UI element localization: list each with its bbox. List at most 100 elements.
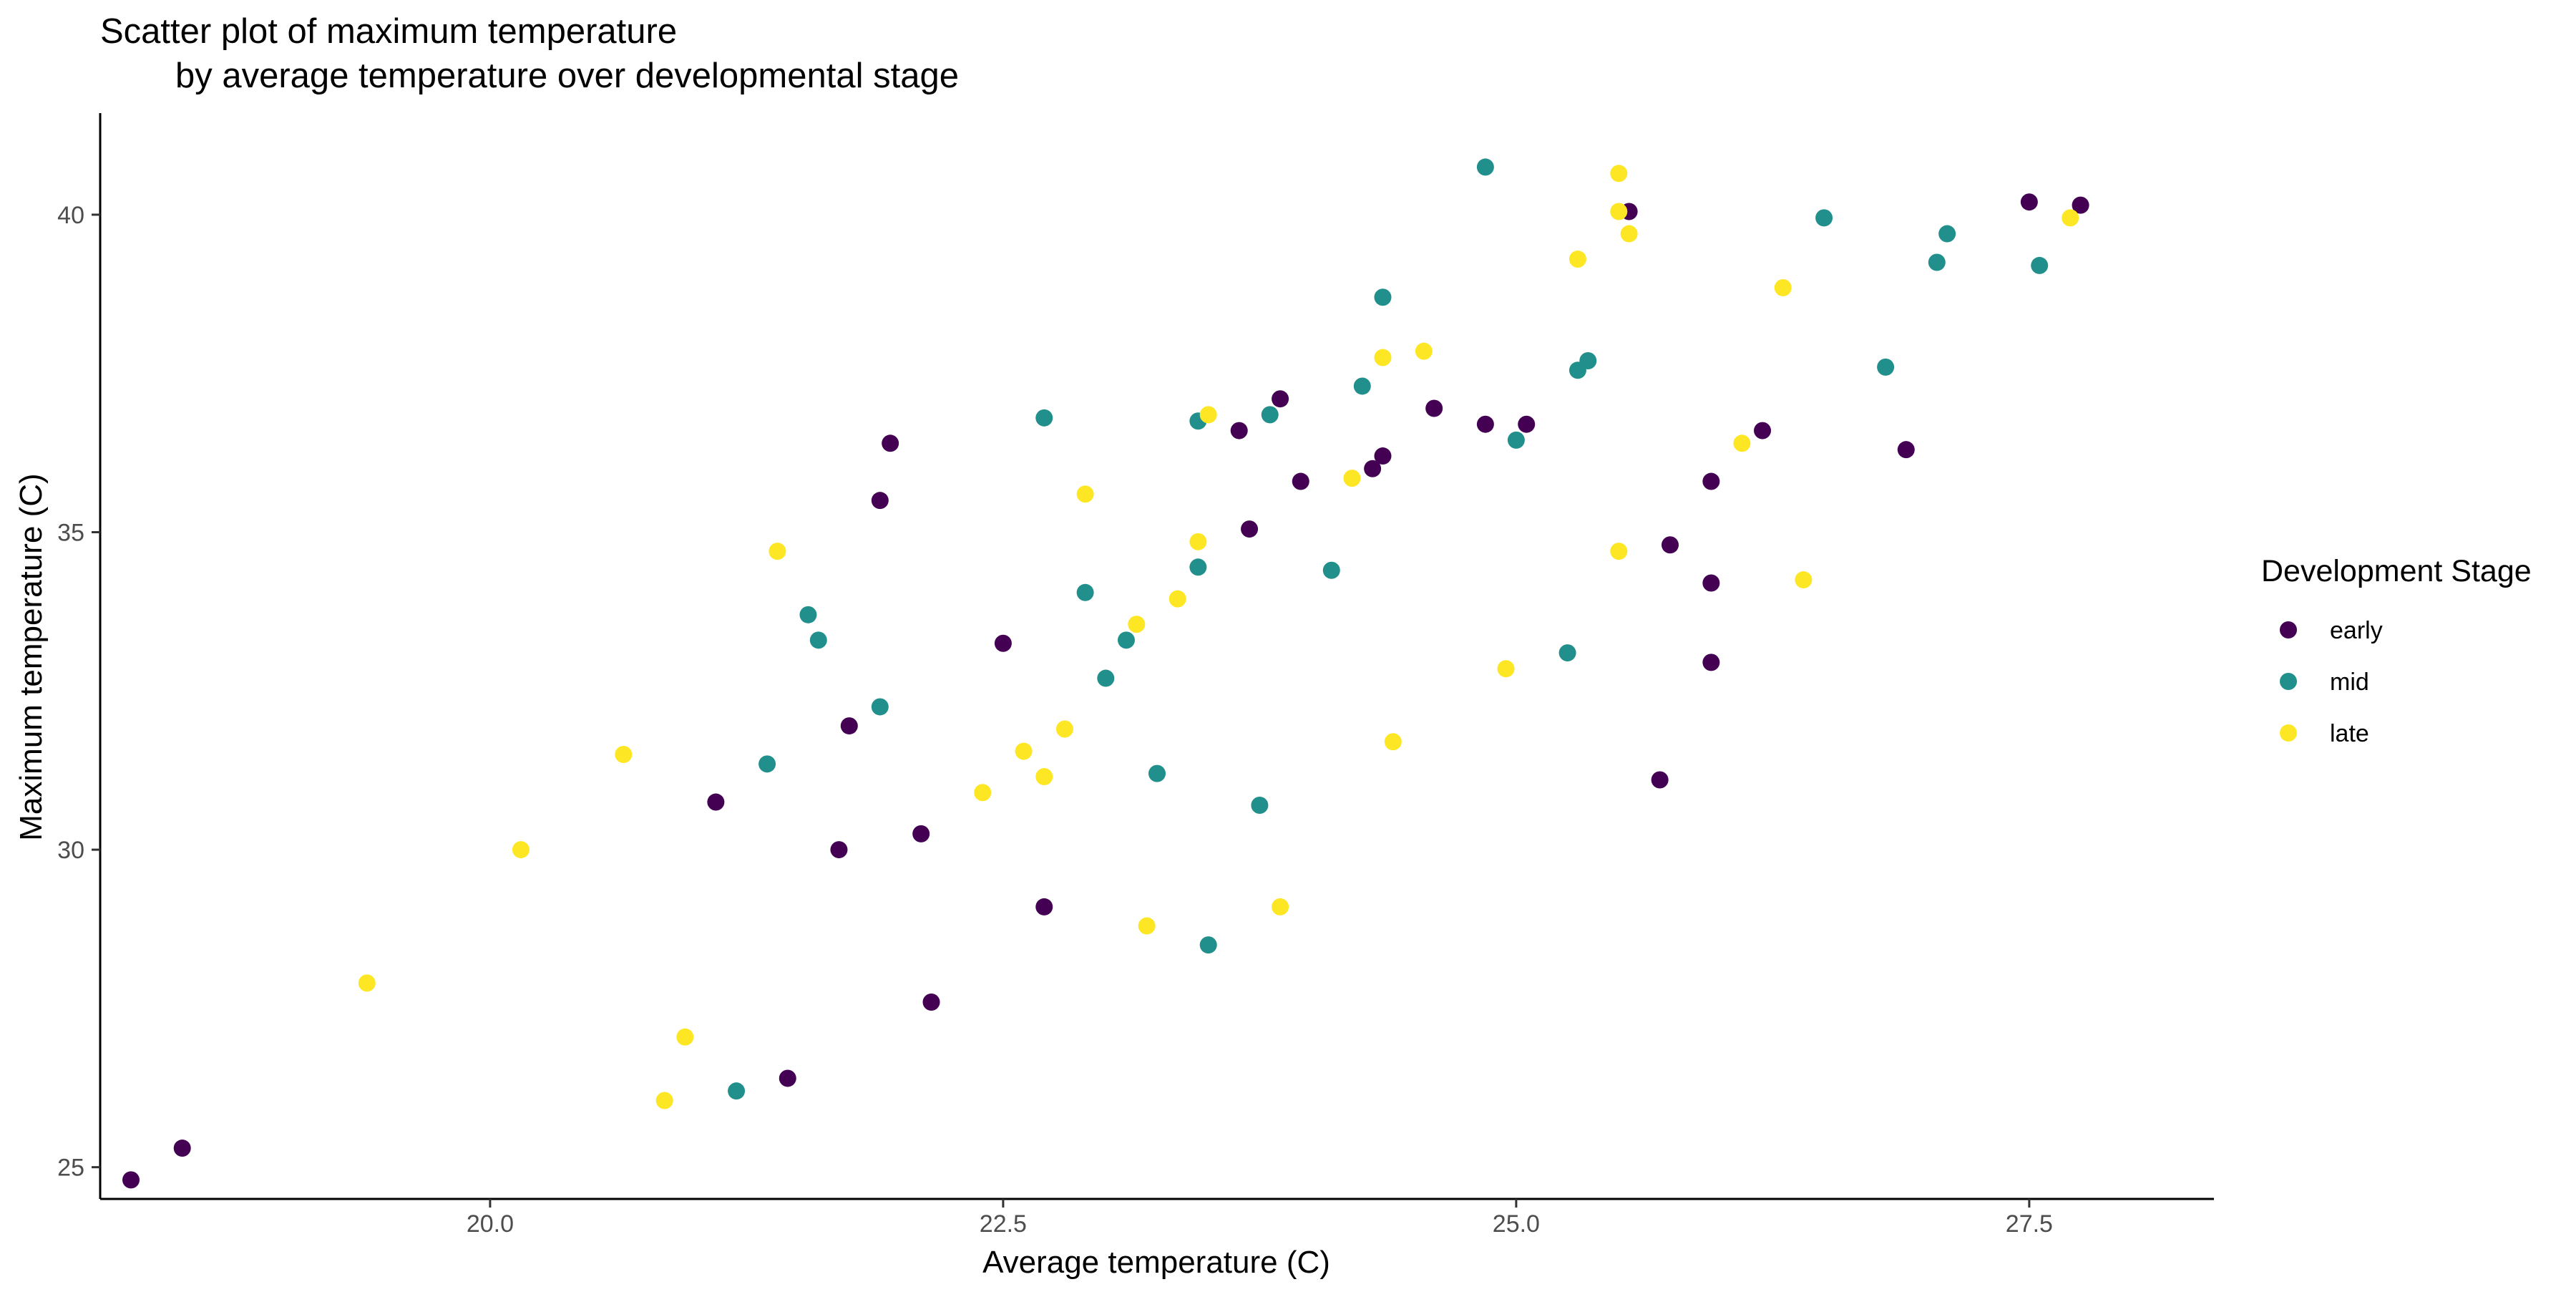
data-point-late bbox=[974, 784, 992, 802]
data-point-early bbox=[1702, 654, 1720, 671]
data-point-mid bbox=[1189, 558, 1207, 576]
data-point-late bbox=[1035, 768, 1053, 786]
data-point-late bbox=[1138, 917, 1156, 935]
data-point-mid bbox=[809, 631, 827, 649]
data-point-late bbox=[1272, 898, 1289, 915]
data-point-late bbox=[1415, 342, 1433, 360]
data-point-late bbox=[655, 1092, 673, 1109]
data-point-mid bbox=[1148, 764, 1166, 782]
data-point-late bbox=[512, 841, 530, 859]
data-point-early bbox=[830, 841, 848, 859]
data-point-early bbox=[1035, 898, 1053, 915]
data-point-late bbox=[1374, 349, 1392, 366]
data-point-mid bbox=[1199, 936, 1217, 954]
data-point-mid bbox=[1353, 377, 1371, 395]
legend: Development Stage early mid late bbox=[2261, 554, 2532, 747]
y-tick-label: 25 bbox=[57, 1155, 84, 1182]
data-point-early bbox=[840, 717, 858, 735]
y-axis-title: Maximum temperature (C) bbox=[14, 473, 49, 840]
data-point-mid bbox=[1579, 351, 1597, 369]
legend-label-late: late bbox=[2330, 720, 2369, 747]
data-point-mid bbox=[1815, 209, 1833, 227]
data-point-early bbox=[1272, 390, 1289, 408]
data-point-early bbox=[871, 492, 889, 510]
legend-title: Development Stage bbox=[2261, 554, 2532, 588]
x-tick-label: 25.0 bbox=[1493, 1210, 1540, 1238]
data-point-late bbox=[676, 1028, 694, 1046]
data-point-late bbox=[1128, 616, 1146, 633]
data-point-early bbox=[1425, 399, 1443, 417]
data-point-mid bbox=[1097, 669, 1115, 687]
data-point-early bbox=[994, 634, 1012, 652]
data-point-early bbox=[922, 993, 940, 1011]
data-point-late bbox=[1795, 571, 1813, 589]
data-point-early bbox=[1230, 422, 1248, 439]
data-point-late bbox=[1055, 720, 1073, 738]
data-point-late bbox=[1774, 278, 1792, 296]
data-point-late bbox=[1199, 406, 1217, 424]
legend-label-early: early bbox=[2330, 617, 2383, 644]
data-point-mid bbox=[1507, 431, 1525, 449]
data-point-mid bbox=[1076, 583, 1094, 601]
data-point-mid bbox=[1035, 409, 1053, 427]
data-point-mid bbox=[1928, 253, 1946, 271]
data-point-mid bbox=[1374, 288, 1392, 306]
data-point-early bbox=[1702, 472, 1720, 490]
data-point-late bbox=[2062, 209, 2079, 227]
data-point-late bbox=[1610, 203, 1628, 220]
data-point-late bbox=[615, 746, 633, 764]
x-tick-label: 22.5 bbox=[980, 1210, 1027, 1238]
plot-area: 20.0 22.5 25.0 27.5 25 30 35 40 bbox=[57, 113, 2214, 1238]
chart-title-line-2: by average temperature over developmenta… bbox=[175, 57, 959, 95]
data-point-early bbox=[1241, 520, 1259, 538]
x-tick-label: 20.0 bbox=[467, 1210, 514, 1238]
legend-marker-late bbox=[2280, 724, 2297, 742]
legend-marker-early bbox=[2280, 621, 2297, 638]
data-point-late bbox=[1076, 485, 1094, 503]
chart-title-line-1: Scatter plot of maximum temperature bbox=[100, 12, 677, 51]
data-point-late bbox=[1610, 165, 1628, 183]
x-tick-label: 27.5 bbox=[2006, 1210, 2053, 1238]
data-point-early bbox=[912, 825, 930, 842]
data-point-late bbox=[1015, 742, 1033, 760]
data-point-mid bbox=[1251, 796, 1269, 814]
data-point-early bbox=[779, 1069, 796, 1087]
data-point-early bbox=[1651, 771, 1669, 789]
data-point-mid bbox=[1476, 158, 1494, 176]
data-point-mid bbox=[2031, 256, 2049, 274]
data-point-early bbox=[2020, 193, 2038, 211]
data-point-early bbox=[1476, 415, 1494, 433]
x-axis-title: Average temperature (C) bbox=[982, 1245, 1330, 1280]
legend-marker-mid bbox=[2280, 673, 2297, 690]
data-point-late bbox=[358, 974, 376, 992]
data-point-late bbox=[1620, 225, 1638, 243]
data-point-early bbox=[1702, 574, 1720, 592]
data-point-late bbox=[1169, 590, 1186, 608]
data-point-early bbox=[1661, 536, 1679, 554]
data-point-early bbox=[173, 1140, 191, 1157]
data-point-early bbox=[1518, 415, 1536, 433]
data-point-mid bbox=[1877, 358, 1895, 376]
data-point-early bbox=[1754, 422, 1772, 439]
data-point-early bbox=[1292, 472, 1309, 490]
data-point-mid bbox=[758, 755, 776, 773]
y-tick-label: 35 bbox=[57, 520, 84, 547]
data-point-mid bbox=[871, 698, 889, 716]
data-point-early bbox=[122, 1171, 140, 1189]
data-point-early bbox=[1364, 460, 1382, 477]
data-point-mid bbox=[1261, 406, 1279, 424]
data-point-early bbox=[707, 793, 725, 811]
data-point-late bbox=[1189, 533, 1207, 550]
data-point-late bbox=[1497, 660, 1515, 678]
data-point-late bbox=[1568, 251, 1586, 268]
data-point-early bbox=[1374, 447, 1392, 465]
legend-label-mid: mid bbox=[2330, 669, 2369, 696]
data-point-mid bbox=[1117, 631, 1135, 649]
data-point-late bbox=[769, 543, 786, 560]
data-point-early bbox=[882, 434, 899, 452]
data-point-late bbox=[1733, 434, 1751, 452]
data-point-mid bbox=[728, 1082, 746, 1100]
data-point-late bbox=[1384, 733, 1402, 751]
